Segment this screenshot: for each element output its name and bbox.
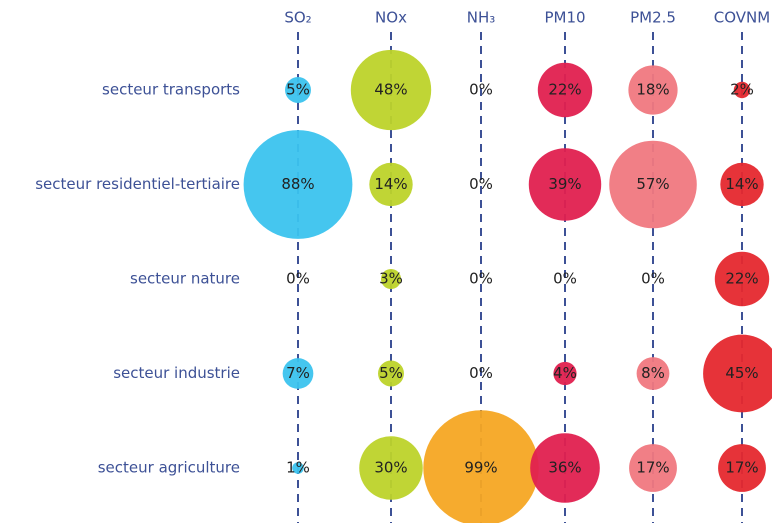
- bubble: [528, 148, 602, 221]
- column-header: COVNM: [714, 9, 770, 27]
- bubble: [282, 358, 314, 389]
- value-label: 99%: [464, 459, 497, 477]
- bubble: [530, 433, 600, 503]
- column-header: NOx: [375, 9, 407, 27]
- bubble: [636, 357, 670, 390]
- bubble: [609, 140, 697, 229]
- value-label: 22%: [548, 81, 581, 99]
- bubble: [423, 410, 539, 523]
- column-header: NH₃: [467, 9, 496, 27]
- row-label: secteur agriculture: [98, 459, 240, 477]
- column-header: PM10: [544, 9, 585, 27]
- bubble: [359, 436, 423, 500]
- value-label: 36%: [548, 459, 581, 477]
- bubble: [243, 130, 353, 239]
- value-label: 1%: [286, 459, 310, 477]
- bubble: [378, 360, 404, 387]
- value-label: 5%: [379, 364, 403, 382]
- value-label: 2%: [730, 81, 754, 99]
- value-label: 0%: [286, 270, 310, 288]
- value-label: 14%: [725, 175, 758, 193]
- bubble: [718, 444, 766, 492]
- value-label: 39%: [548, 175, 581, 193]
- column-header: SO₂: [284, 9, 311, 27]
- row-label: secteur transports: [102, 81, 240, 99]
- bubble: [537, 62, 593, 118]
- value-label: 57%: [636, 175, 669, 193]
- value-label: 17%: [725, 459, 758, 477]
- value-label: 0%: [469, 270, 493, 288]
- value-label: 0%: [469, 175, 493, 193]
- bubble: [553, 361, 577, 386]
- value-label: 30%: [374, 459, 407, 477]
- bubble: [285, 77, 311, 103]
- row-label: secteur nature: [130, 270, 240, 288]
- value-label: 0%: [469, 364, 493, 382]
- value-label: 8%: [641, 364, 665, 382]
- bubble: [292, 462, 304, 474]
- bubble: [703, 334, 772, 413]
- bubble: [380, 268, 402, 290]
- bubble: [628, 65, 678, 115]
- value-label: 0%: [553, 270, 577, 288]
- row-label: secteur residentiel-tertiaire: [35, 175, 240, 193]
- bubble: [629, 444, 677, 492]
- bubble: [714, 251, 770, 307]
- bubble: [350, 49, 432, 131]
- column-header: PM2.5: [630, 9, 676, 27]
- value-label: 0%: [469, 81, 493, 99]
- value-label: 48%: [374, 81, 407, 99]
- value-label: 45%: [725, 364, 758, 382]
- value-label: 4%: [553, 364, 577, 382]
- bubble: [733, 81, 751, 99]
- value-label: 7%: [286, 364, 310, 382]
- value-label: 0%: [641, 270, 665, 288]
- value-label: 22%: [725, 270, 758, 288]
- row-label: secteur industrie: [113, 364, 240, 382]
- value-label: 18%: [636, 81, 669, 99]
- value-label: 5%: [286, 81, 310, 99]
- value-label: 14%: [374, 175, 407, 193]
- value-label: 88%: [281, 175, 314, 193]
- value-label: 17%: [636, 459, 669, 477]
- bubble: [720, 162, 764, 207]
- value-label: 3%: [379, 270, 403, 288]
- bubble: [369, 162, 413, 207]
